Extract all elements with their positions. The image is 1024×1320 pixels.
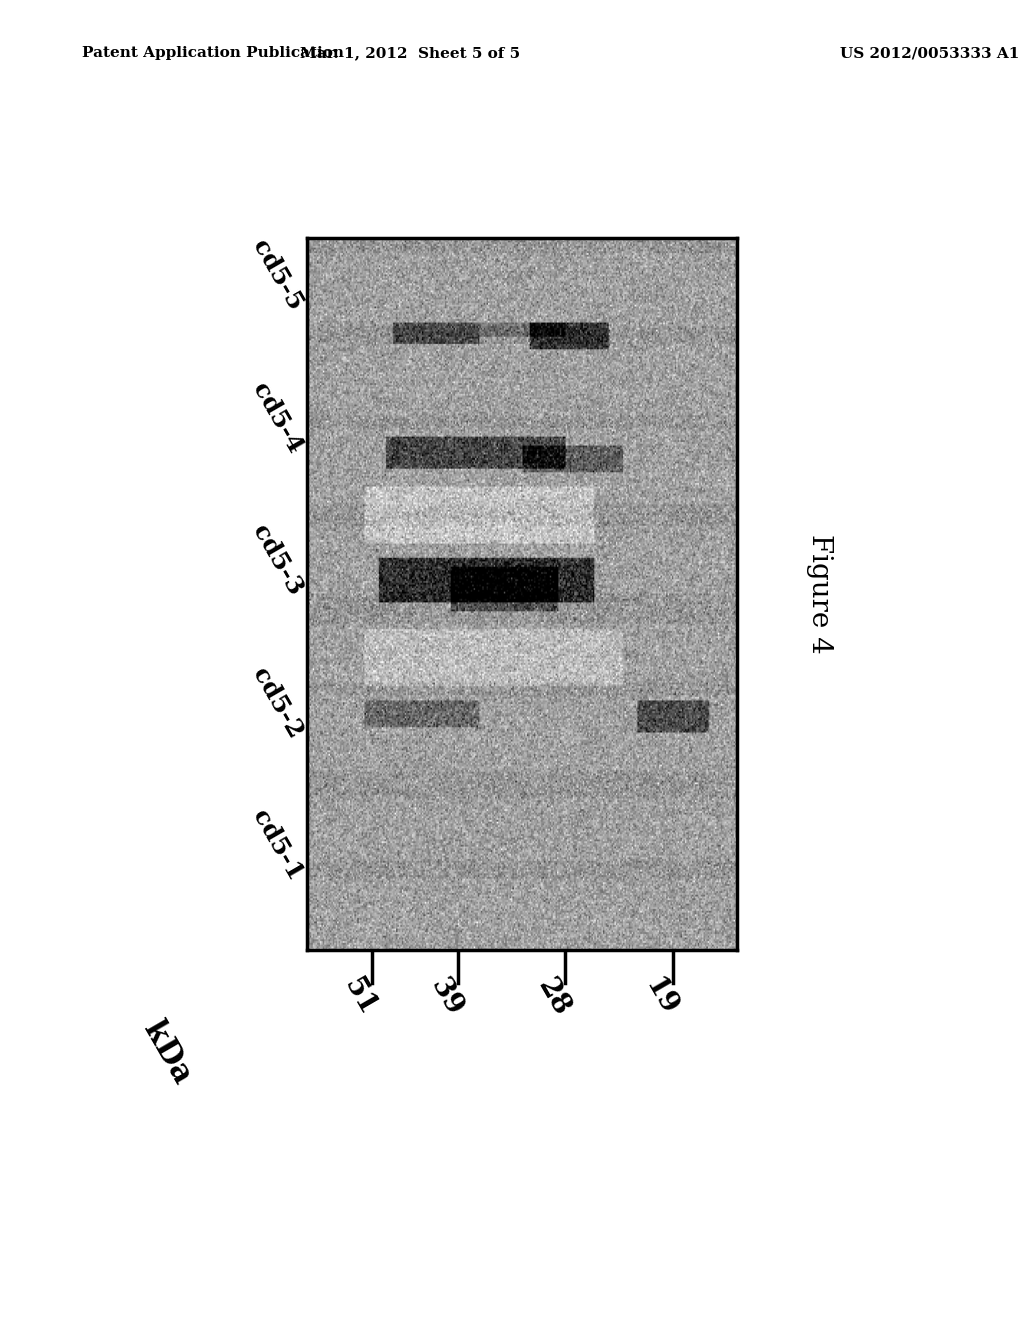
Text: US 2012/0053333 A1: US 2012/0053333 A1 — [840, 46, 1019, 61]
Text: cd5-2: cd5-2 — [248, 664, 307, 743]
Text: Patent Application Publication: Patent Application Publication — [82, 46, 344, 61]
Text: 19: 19 — [640, 973, 682, 1020]
Text: 51: 51 — [339, 973, 381, 1020]
Text: kDa: kDa — [137, 1016, 198, 1090]
Text: cd5-1: cd5-1 — [248, 807, 307, 886]
Text: cd5-4: cd5-4 — [248, 379, 307, 458]
Text: 28: 28 — [532, 973, 574, 1020]
Text: cd5-3: cd5-3 — [248, 521, 307, 601]
Text: 39: 39 — [425, 973, 467, 1020]
Text: Figure 4: Figure 4 — [806, 535, 833, 653]
Text: Mar. 1, 2012  Sheet 5 of 5: Mar. 1, 2012 Sheet 5 of 5 — [300, 46, 519, 61]
Text: cd5-5: cd5-5 — [248, 236, 307, 315]
